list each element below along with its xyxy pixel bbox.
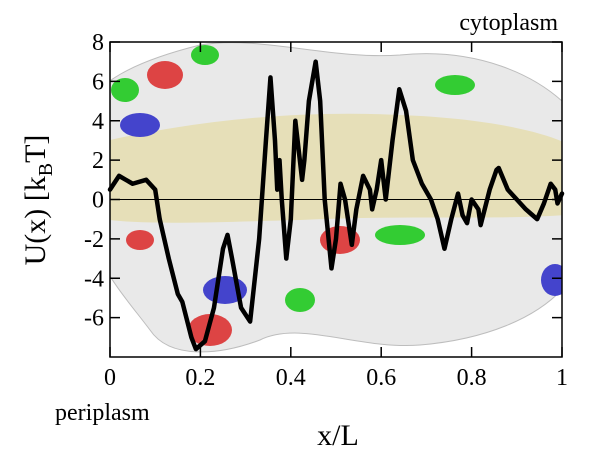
y-tick-label: 6 <box>92 69 104 95</box>
y-tick-label: -4 <box>84 266 104 292</box>
x-tick-label: 0.2 <box>185 365 215 391</box>
y-tick-label: 4 <box>92 109 104 135</box>
annotation: periplasm <box>55 400 150 426</box>
x-tick-label: 0 <box>104 365 116 391</box>
y-tick-label: -6 <box>84 306 104 332</box>
y-tick-label: 2 <box>92 148 104 174</box>
y-tick-label: -2 <box>84 227 104 253</box>
x-tick-label: 0.4 <box>276 365 306 391</box>
y-label-part: T] <box>19 135 52 163</box>
protein-image <box>110 42 562 353</box>
x-axis-label: x/L <box>317 419 359 450</box>
y-tick-label: 8 <box>92 30 104 56</box>
y-label-sub: B <box>35 163 57 176</box>
y-tick-label: 0 <box>92 188 104 214</box>
x-tick-label: 0.6 <box>366 365 396 391</box>
x-tick-label: 0.8 <box>457 365 487 391</box>
x-tick-label: 1 <box>556 365 568 391</box>
y-axis-label: U(x) [kBT] <box>19 135 57 266</box>
y-label-part: U(x) [k <box>19 176 52 265</box>
data-line <box>107 59 565 352</box>
annotation: cytoplasm <box>459 10 558 36</box>
